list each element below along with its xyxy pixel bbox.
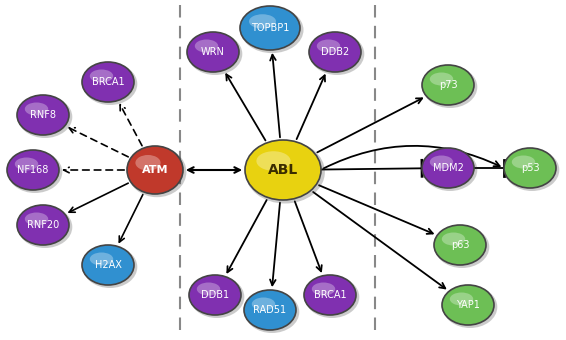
Ellipse shape [197,283,220,295]
Ellipse shape [450,292,473,306]
Ellipse shape [443,286,498,328]
Ellipse shape [423,149,477,191]
Ellipse shape [423,66,477,108]
Ellipse shape [25,102,48,116]
Text: p53: p53 [521,163,539,173]
Ellipse shape [127,146,183,194]
Ellipse shape [7,150,59,190]
Ellipse shape [189,275,241,315]
Ellipse shape [17,205,69,245]
Ellipse shape [317,39,340,52]
Text: DDB1: DDB1 [201,290,229,300]
Ellipse shape [83,63,138,105]
Ellipse shape [82,245,134,285]
Text: RNF20: RNF20 [27,220,59,230]
Text: ABL: ABL [268,163,298,177]
Ellipse shape [304,275,356,315]
Text: RAD51: RAD51 [254,305,286,315]
Ellipse shape [82,62,134,102]
Ellipse shape [256,151,290,171]
Text: H2AX: H2AX [95,260,122,270]
Text: p63: p63 [451,240,469,250]
Ellipse shape [442,233,465,245]
Ellipse shape [241,7,303,53]
Text: BRCA1: BRCA1 [92,77,125,87]
Text: MDM2: MDM2 [432,163,464,173]
Ellipse shape [505,149,559,191]
Text: ATM: ATM [142,165,168,175]
Ellipse shape [430,155,453,169]
Ellipse shape [17,95,69,135]
Ellipse shape [83,246,138,288]
Text: DDB2: DDB2 [321,47,349,57]
Text: YAP1: YAP1 [456,300,480,310]
Ellipse shape [90,69,113,83]
Ellipse shape [430,72,453,85]
Ellipse shape [127,147,186,197]
Ellipse shape [188,33,242,75]
Ellipse shape [252,298,275,310]
Ellipse shape [8,151,62,193]
Text: TOPBP1: TOPBP1 [251,23,289,33]
Ellipse shape [240,6,300,50]
Ellipse shape [18,206,72,248]
Ellipse shape [25,212,48,225]
Ellipse shape [245,291,299,333]
Text: NF168: NF168 [18,165,49,175]
Ellipse shape [190,276,245,318]
Ellipse shape [244,290,296,330]
Ellipse shape [305,276,359,318]
Ellipse shape [312,283,335,295]
Ellipse shape [310,33,365,75]
Ellipse shape [195,39,218,52]
Ellipse shape [422,148,474,188]
Ellipse shape [504,148,556,188]
Ellipse shape [435,226,489,268]
Ellipse shape [15,157,38,170]
Ellipse shape [249,14,276,29]
Ellipse shape [18,96,72,138]
Text: BRCA1: BRCA1 [314,290,346,300]
Ellipse shape [187,32,239,72]
Ellipse shape [309,32,361,72]
Ellipse shape [442,285,494,325]
Text: p73: p73 [439,80,457,90]
Ellipse shape [422,65,474,105]
Ellipse shape [245,140,321,200]
Ellipse shape [135,155,161,171]
Ellipse shape [245,140,325,204]
Text: RNF8: RNF8 [30,110,56,120]
Text: WRN: WRN [201,47,225,57]
Ellipse shape [90,253,113,266]
Ellipse shape [434,225,486,265]
Ellipse shape [512,155,535,169]
